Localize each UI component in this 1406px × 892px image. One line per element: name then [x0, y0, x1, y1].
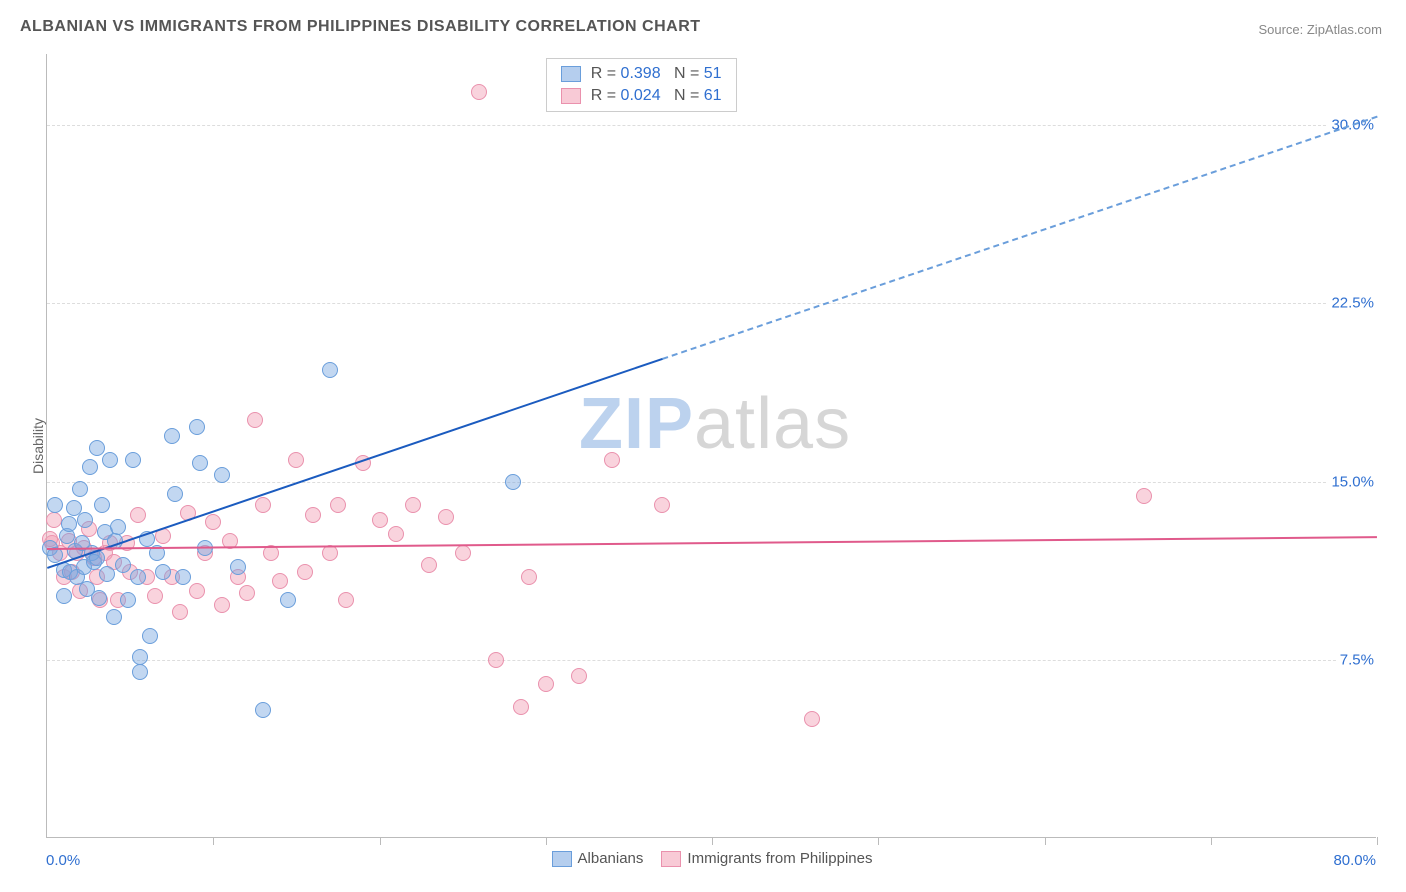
- trend-line: [662, 116, 1378, 360]
- scatter-point: [82, 459, 98, 475]
- scatter-point: [654, 497, 670, 513]
- x-tick: [712, 837, 713, 845]
- scatter-point: [172, 604, 188, 620]
- scatter-point: [438, 509, 454, 525]
- scatter-point: [125, 452, 141, 468]
- scatter-point: [130, 569, 146, 585]
- scatter-point: [189, 583, 205, 599]
- scatter-point: [505, 474, 521, 490]
- scatter-point: [89, 440, 105, 456]
- y-tick-label: 15.0%: [1327, 473, 1378, 490]
- scatter-point: [230, 559, 246, 575]
- scatter-point: [247, 412, 263, 428]
- scatter-point: [189, 419, 205, 435]
- plot-area: ZIPatlas R = 0.398 N = 51R = 0.024 N = 6…: [46, 54, 1376, 838]
- legend-swatch: [552, 851, 572, 867]
- scatter-point: [571, 668, 587, 684]
- scatter-point: [94, 497, 110, 513]
- scatter-point: [280, 592, 296, 608]
- scatter-point: [488, 652, 504, 668]
- scatter-point: [77, 512, 93, 528]
- scatter-point: [804, 711, 820, 727]
- scatter-point: [255, 702, 271, 718]
- scatter-point: [106, 609, 122, 625]
- trend-line: [47, 536, 1377, 550]
- scatter-point: [322, 362, 338, 378]
- chart-title: ALBANIAN VS IMMIGRANTS FROM PHILIPPINES …: [20, 18, 701, 36]
- scatter-point: [214, 467, 230, 483]
- scatter-point: [421, 557, 437, 573]
- x-tick: [380, 837, 381, 845]
- stat-row: R = 0.398 N = 51: [547, 63, 736, 85]
- watermark: ZIPatlas: [579, 383, 851, 465]
- scatter-point: [175, 569, 191, 585]
- scatter-point: [272, 573, 288, 589]
- gridline: [47, 482, 1376, 483]
- scatter-point: [102, 452, 118, 468]
- scatter-point: [91, 590, 107, 606]
- legend-swatch: [661, 851, 681, 867]
- legend-label: Immigrants from Philippines: [687, 850, 872, 867]
- scatter-point: [130, 507, 146, 523]
- scatter-point: [132, 649, 148, 665]
- x-tick: [1377, 837, 1378, 845]
- scatter-point: [471, 84, 487, 100]
- scatter-point: [305, 507, 321, 523]
- scatter-point: [239, 585, 255, 601]
- stat-legend-box: R = 0.398 N = 51R = 0.024 N = 61: [546, 58, 737, 112]
- scatter-point: [388, 526, 404, 542]
- source-value: ZipAtlas.com: [1307, 22, 1382, 37]
- scatter-point: [147, 588, 163, 604]
- source-label: Source: ZipAtlas.com: [1258, 22, 1382, 37]
- bottom-legend: Albanians Immigrants from Philippines: [0, 850, 1406, 867]
- scatter-point: [120, 592, 136, 608]
- x-tick: [1211, 837, 1212, 845]
- x-tick: [878, 837, 879, 845]
- scatter-point: [288, 452, 304, 468]
- scatter-point: [155, 564, 171, 580]
- scatter-point: [115, 557, 131, 573]
- scatter-point: [132, 664, 148, 680]
- scatter-point: [167, 486, 183, 502]
- scatter-point: [192, 455, 208, 471]
- scatter-point: [1136, 488, 1152, 504]
- scatter-point: [255, 497, 271, 513]
- scatter-point: [72, 481, 88, 497]
- scatter-point: [164, 428, 180, 444]
- scatter-point: [56, 588, 72, 604]
- y-tick-label: 22.5%: [1327, 295, 1378, 312]
- scatter-point: [297, 564, 313, 580]
- x-tick: [213, 837, 214, 845]
- scatter-point: [372, 512, 388, 528]
- scatter-point: [604, 452, 620, 468]
- scatter-point: [110, 519, 126, 535]
- scatter-point: [205, 514, 221, 530]
- scatter-point: [338, 592, 354, 608]
- scatter-point: [513, 699, 529, 715]
- gridline: [47, 125, 1376, 126]
- scatter-point: [61, 516, 77, 532]
- x-tick: [546, 837, 547, 845]
- y-tick-label: 7.5%: [1336, 651, 1378, 668]
- stat-row: R = 0.024 N = 61: [547, 85, 736, 107]
- gridline: [47, 660, 1376, 661]
- scatter-point: [47, 497, 63, 513]
- gridline: [47, 303, 1376, 304]
- y-axis-label: Disability: [30, 418, 46, 474]
- scatter-point: [405, 497, 421, 513]
- scatter-point: [330, 497, 346, 513]
- scatter-point: [538, 676, 554, 692]
- scatter-point: [214, 597, 230, 613]
- scatter-point: [142, 628, 158, 644]
- source-prefix: Source:: [1258, 22, 1306, 37]
- legend-label: Albanians: [578, 850, 644, 867]
- scatter-point: [46, 512, 62, 528]
- scatter-point: [455, 545, 471, 561]
- scatter-point: [99, 566, 115, 582]
- x-tick: [1045, 837, 1046, 845]
- scatter-point: [521, 569, 537, 585]
